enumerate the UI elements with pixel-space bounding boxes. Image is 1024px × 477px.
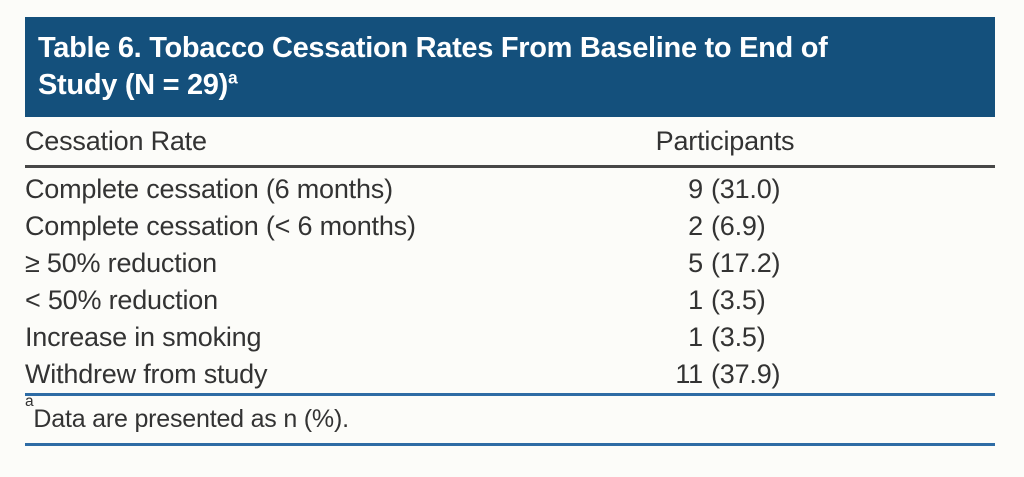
row-label: Increase in smoking: [25, 322, 262, 352]
row-value-n: 11: [675, 359, 703, 389]
row-value: 1 (3.5): [560, 285, 766, 316]
row-value: 2 (6.9): [560, 211, 766, 242]
row-label: Complete cessation (6 months): [25, 174, 393, 204]
column-header-row: Cessation Rate Participants: [25, 117, 995, 165]
column-header-participants: Participants: [655, 125, 795, 156]
row-label: Withdrew from study: [25, 359, 268, 389]
table-title-line-2: Study (N = 29)a: [38, 67, 985, 104]
table-title-text-2: Study (N = 29): [38, 69, 228, 101]
row-label: Complete cessation (< 6 months): [25, 211, 416, 241]
table-row: Complete cessation (< 6 months) 2 (6.9): [25, 208, 995, 245]
column-header-cessation-rate: Cessation Rate: [25, 125, 207, 156]
row-value: 9 (31.0): [560, 174, 780, 205]
table-title-line-1: Table 6. Tobacco Cessation Rates From Ba…: [38, 30, 985, 67]
row-value: 5 (17.2): [560, 248, 780, 279]
row-value: 11 (37.9): [560, 359, 780, 390]
row-value-n: 9: [688, 174, 703, 204]
body-footnote-divider-rule: [25, 393, 995, 396]
row-value-pct: (3.5): [711, 285, 766, 315]
row-label: < 50% reduction: [25, 285, 218, 315]
row-label: ≥ 50% reduction: [25, 248, 217, 278]
row-value-n: 2: [688, 211, 703, 241]
table-row: Complete cessation (6 months) 9 (31.0): [25, 171, 995, 208]
table-title-footnote-marker: a: [227, 67, 238, 88]
row-value-pct: (3.5): [711, 322, 766, 352]
table-row: < 50% reduction 1 (3.5): [25, 282, 995, 319]
table-title-banner: Table 6. Tobacco Cessation Rates From Ba…: [25, 17, 995, 117]
row-value-pct: (17.2): [711, 248, 781, 278]
table-row: Increase in smoking 1 (3.5): [25, 319, 995, 356]
row-value-pct: (37.9): [711, 359, 781, 389]
table-content: Table 6. Tobacco Cessation Rates From Ba…: [25, 17, 995, 446]
table-footnote: a Data are presented as n (%).: [25, 393, 349, 433]
table-title-text-1: Table 6. Tobacco Cessation Rates From Ba…: [38, 32, 828, 64]
row-value-pct: (31.0): [711, 174, 781, 204]
row-value-n: 5: [688, 248, 703, 278]
table-row: ≥ 50% reduction 5 (17.2): [25, 245, 995, 282]
bottom-rule: [25, 443, 995, 446]
table-body: Complete cessation (6 months) 9 (31.0) Co…: [25, 168, 995, 393]
row-value: 1 (3.5): [560, 322, 766, 353]
row-value-n: 1: [688, 285, 703, 315]
row-value-n: 1: [688, 322, 703, 352]
table-row: Withdrew from study 11 (37.9): [25, 356, 995, 393]
footnote-text: Data are presented as n (%).: [33, 405, 349, 433]
row-value-pct: (6.9): [711, 211, 766, 241]
header-divider-rule: [25, 165, 995, 168]
